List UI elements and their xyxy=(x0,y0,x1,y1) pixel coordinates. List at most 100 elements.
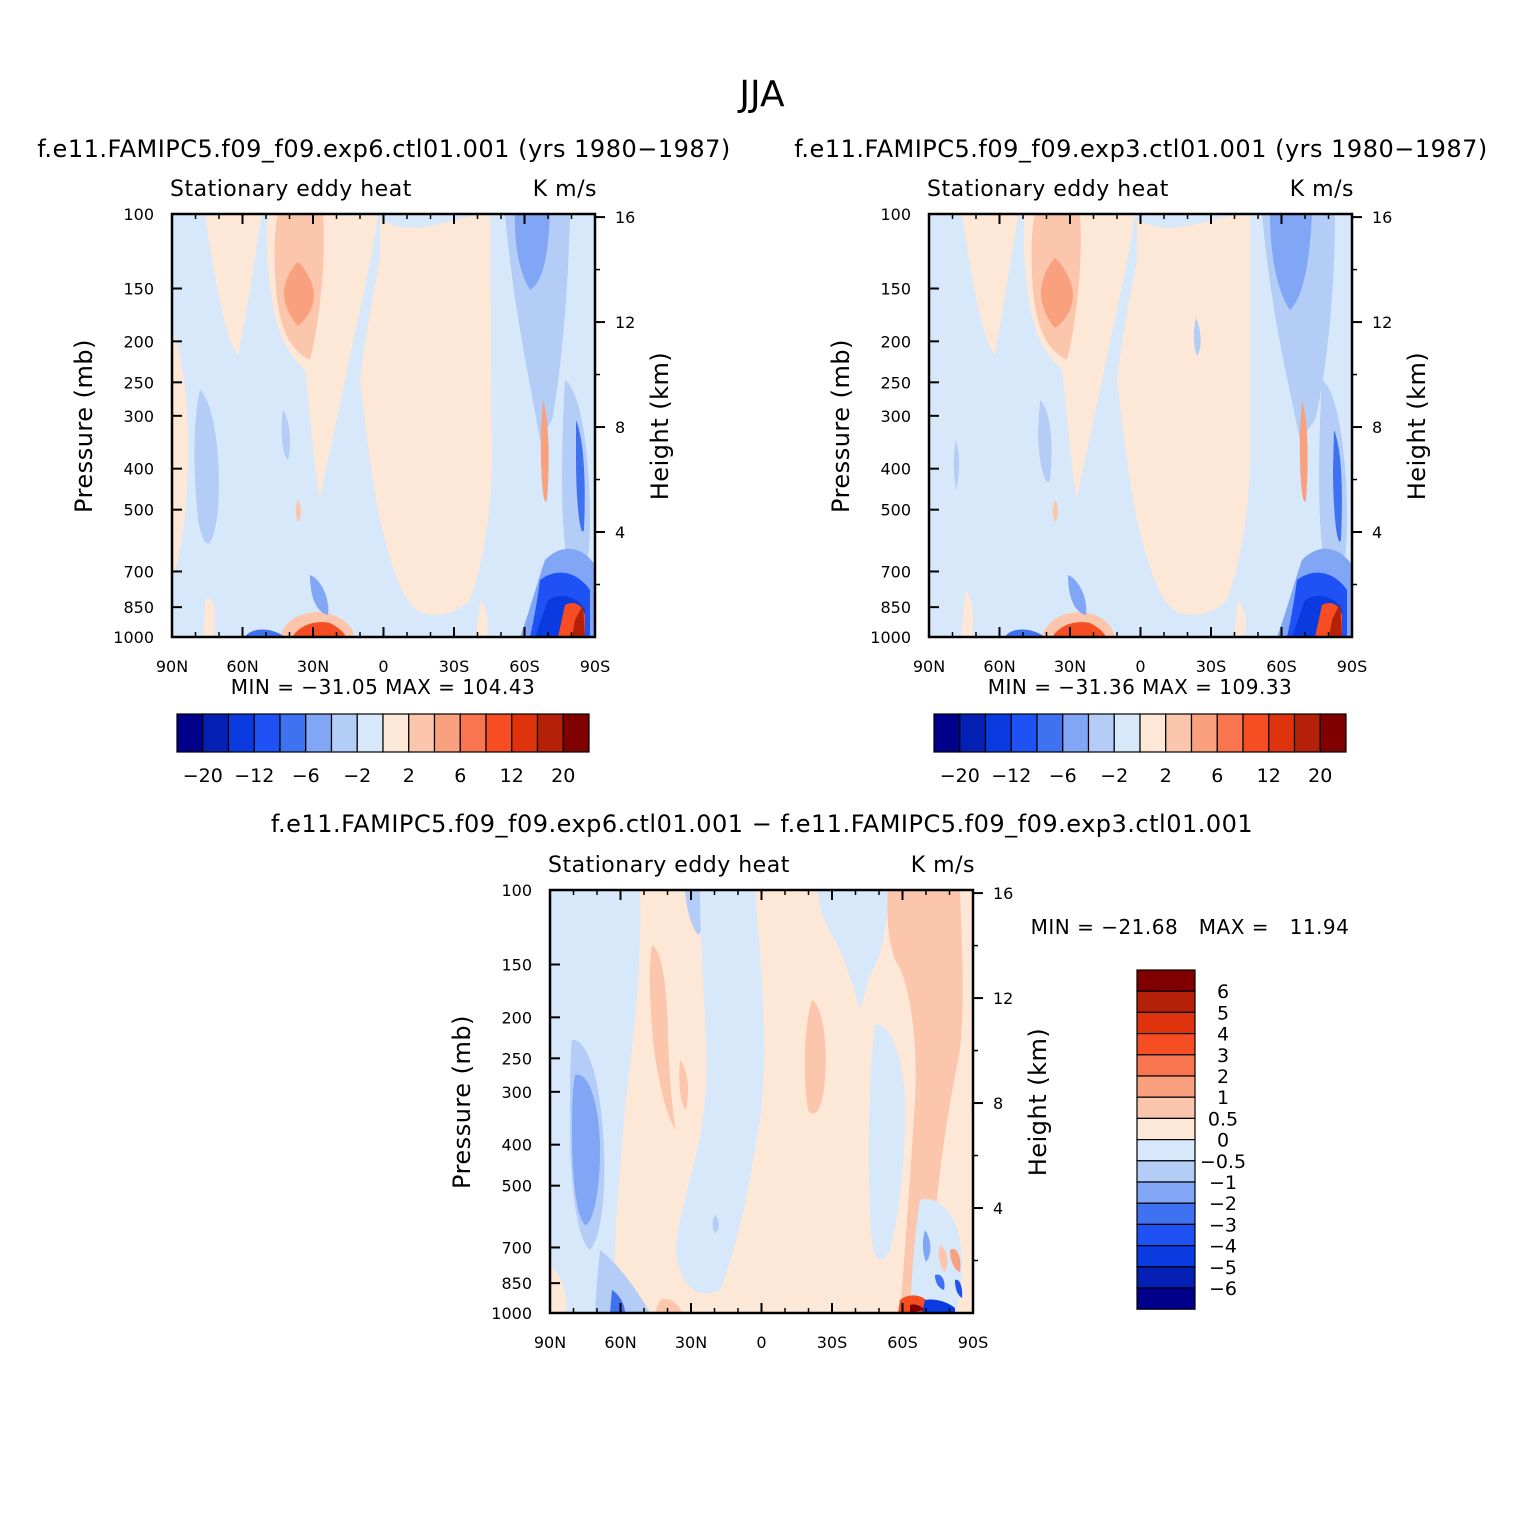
colorbar-label: −2 xyxy=(1209,1193,1237,1215)
y-tick-label: 700 xyxy=(880,562,911,581)
colorbar-box xyxy=(1136,1244,1196,1268)
colorbar-label: 4 xyxy=(1217,1024,1229,1046)
colorbar-box xyxy=(1036,713,1064,753)
colorbar-label: −5 xyxy=(1209,1257,1237,1279)
panel-2: Stationary eddy heat K m/s xyxy=(827,177,1431,699)
y-tick-label: 300 xyxy=(501,1083,532,1102)
colorbar-box xyxy=(1136,969,1196,992)
colorbar-box xyxy=(1139,713,1167,753)
y-tick-label: 400 xyxy=(880,460,911,479)
y2-tick-label: 16 xyxy=(993,884,1013,903)
colorbar-box xyxy=(1136,1223,1196,1247)
colorbar-label: 20 xyxy=(551,765,575,787)
figure-title: JJA xyxy=(737,74,785,115)
colorbar-box xyxy=(279,713,307,753)
x-tick-label: 60S xyxy=(509,657,540,676)
y-tick-label: 850 xyxy=(123,598,154,617)
colorbar-label: 6 xyxy=(1211,765,1223,787)
colorbar-box xyxy=(984,713,1012,753)
x-tick-label: 90S xyxy=(580,657,611,676)
panel-2-units: K m/s xyxy=(1290,177,1354,202)
panel-1-units: K m/s xyxy=(533,177,597,202)
panel-3-axes: 90N 60N 30N 0 30S 60S 90S 100 150 200 250 300 400 500… xyxy=(491,881,1013,1352)
panel-2-title: f.e11.FAMIPC5.f09_f09.exp3.ctl01.001 (yr… xyxy=(794,135,1488,163)
colorbar-box xyxy=(1010,713,1038,753)
y-tick-label: 150 xyxy=(880,279,911,298)
x-tick-label: 90N xyxy=(913,657,945,676)
colorbar-box xyxy=(1216,713,1244,753)
colorbar-label: −2 xyxy=(1100,765,1128,787)
colorbar-box xyxy=(1136,1181,1196,1204)
colorbar-box xyxy=(1087,713,1115,753)
y2-tick-label: 16 xyxy=(615,208,635,227)
x-tick-label: 0 xyxy=(378,657,388,676)
x-tick-label: 30S xyxy=(1196,657,1227,676)
colorbar-box xyxy=(933,713,961,753)
y2-tick-label: 16 xyxy=(1372,208,1392,227)
colorbar-label: 6 xyxy=(1217,981,1229,1003)
x-tick-label: 30N xyxy=(1054,657,1086,676)
x-tick-label: 90S xyxy=(958,1333,989,1352)
y-tick-label: 1000 xyxy=(491,1304,532,1323)
colorbar-box xyxy=(1113,713,1141,753)
x-tick-label: 30S xyxy=(439,657,470,676)
colorbar-box xyxy=(959,713,987,753)
colorbar-box xyxy=(1136,1096,1196,1119)
panel-3-y-label: Pressure (mb) xyxy=(448,1015,476,1189)
colorbar-label: −12 xyxy=(991,765,1031,787)
colorbar-panel-2: −20 −12 −6 −2 2 6 12 20 xyxy=(933,713,1347,787)
colorbar-box xyxy=(1136,1138,1196,1162)
colorbar-box xyxy=(485,713,513,753)
panel-3-units: K m/s xyxy=(911,853,975,878)
colorbar-box xyxy=(1136,1202,1196,1225)
colorbar-label: −6 xyxy=(1049,765,1077,787)
colorbar-box xyxy=(1242,713,1270,753)
colorbar-box xyxy=(433,713,461,753)
y-tick-label: 500 xyxy=(880,501,911,520)
colorbar-box xyxy=(1293,713,1321,753)
y-tick-label: 500 xyxy=(123,501,154,520)
colorbar-box xyxy=(305,713,333,753)
panel-2-y-label: Pressure (mb) xyxy=(827,339,855,513)
colorbar-box xyxy=(1136,1032,1196,1056)
panel-3-stats: MIN = −21.68 MAX = 11.94 xyxy=(1031,915,1350,939)
y-tick-label: 850 xyxy=(880,598,911,617)
colorbar-label: −1 xyxy=(1209,1172,1237,1194)
colorbar-box xyxy=(1136,990,1196,1014)
y-tick-label: 200 xyxy=(880,332,911,351)
panel-2-axes: 90N 60N 30N 0 30S 60S 90S 100 150 200 250 300 400 500… xyxy=(870,205,1392,676)
colorbar-label: 2 xyxy=(1217,1066,1229,1088)
colorbar-box xyxy=(356,713,384,753)
y-tick-label: 400 xyxy=(123,460,154,479)
panel-2-variable: Stationary eddy heat xyxy=(927,177,1169,202)
colorbar-box xyxy=(1136,1266,1196,1289)
colorbar-label: −0.5 xyxy=(1200,1151,1246,1173)
colorbar-box xyxy=(511,713,539,753)
colorbar-box xyxy=(536,713,564,753)
colorbar-box xyxy=(1136,1075,1196,1098)
panel-2-field xyxy=(929,214,1352,637)
panel-1-y2-label: Height (km) xyxy=(646,352,674,500)
x-tick-label: 60N xyxy=(983,657,1015,676)
panel-2-y2-label: Height (km) xyxy=(1403,352,1431,500)
x-tick-label: 90N xyxy=(156,657,188,676)
y2-tick-label: 12 xyxy=(993,989,1013,1008)
y-tick-label: 400 xyxy=(501,1136,532,1155)
panel-3: Stationary eddy heat K m/s xyxy=(448,853,1349,1352)
y-tick-label: 1000 xyxy=(870,628,911,647)
panel-3-variable: Stationary eddy heat xyxy=(548,853,790,878)
y-tick-label: 250 xyxy=(501,1049,532,1068)
panel-1-title: f.e11.FAMIPC5.f09_f09.exp6.ctl01.001 (yr… xyxy=(37,135,731,163)
colorbar-box xyxy=(253,713,281,753)
colorbar-label: −6 xyxy=(292,765,320,787)
panel-1-stats: MIN = −31.05 MAX = 104.43 xyxy=(231,675,536,699)
colorbar-label: 1 xyxy=(1217,1087,1229,1109)
x-tick-label: 90N xyxy=(534,1333,566,1352)
y-tick-label: 100 xyxy=(501,881,532,900)
y2-tick-label: 8 xyxy=(993,1094,1003,1113)
colorbar-box xyxy=(1136,1054,1196,1077)
colorbar-box xyxy=(1268,713,1296,753)
panel-3-title: f.e11.FAMIPC5.f09_f09.exp6.ctl01.001 − f… xyxy=(271,810,1253,838)
